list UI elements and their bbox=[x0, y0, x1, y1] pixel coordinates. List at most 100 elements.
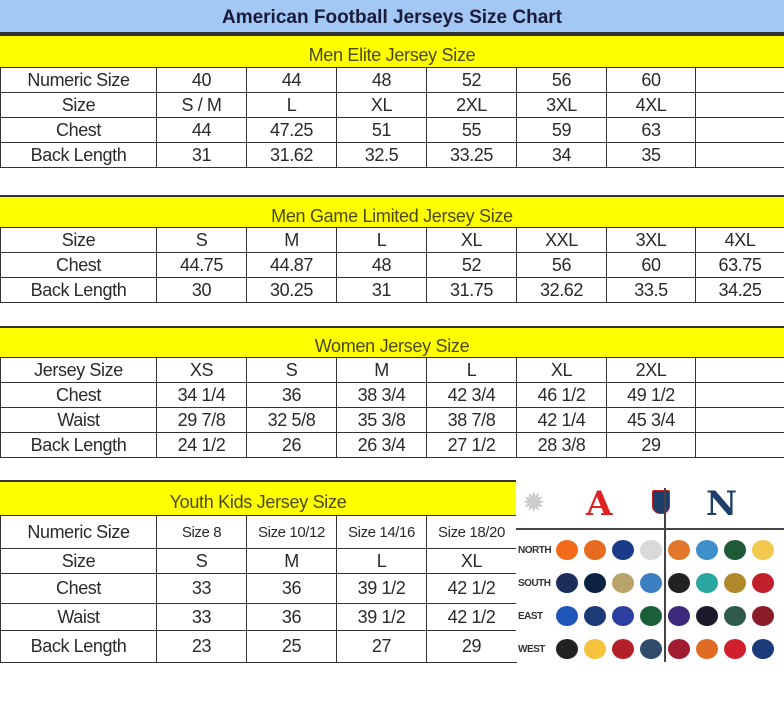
table-cell: 36 bbox=[246, 603, 337, 631]
division-label: SOUTH bbox=[518, 578, 551, 589]
nfc-team-logo-icon bbox=[696, 540, 718, 560]
table-cell bbox=[695, 67, 784, 93]
table-cell bbox=[695, 92, 784, 118]
table-cell: 34 1/4 bbox=[156, 382, 247, 408]
table-cell bbox=[695, 382, 784, 408]
table-cell: S bbox=[156, 227, 247, 253]
table-cell: 39 1/2 bbox=[336, 573, 427, 604]
table-row: Chest 34 1/4 36 38 3/4 42 3/4 46 1/2 49 1/2 bbox=[0, 382, 784, 408]
table-cell: 28 3/8 bbox=[516, 432, 607, 458]
table-cell: Size 10/12 bbox=[246, 515, 337, 549]
row-label: Size bbox=[0, 548, 157, 574]
table-cell: 44.75 bbox=[156, 252, 247, 278]
table-cell: 2XL bbox=[606, 357, 696, 383]
nfc-team-logo-icon bbox=[696, 639, 718, 659]
nfc-team-logo-icon bbox=[668, 606, 690, 626]
table-cell: 36 bbox=[246, 382, 337, 408]
section-heading: Women Jersey Size bbox=[0, 326, 784, 357]
table-cell: 34.25 bbox=[695, 277, 784, 303]
table-cell: 35 3/8 bbox=[336, 407, 427, 433]
table-row: Size S M L XL XXL 3XL 4XL bbox=[0, 227, 784, 253]
afc-team-logo-icon bbox=[584, 540, 606, 560]
nfc-team-logo-icon bbox=[752, 540, 774, 560]
table-cell: 32.5 bbox=[336, 142, 427, 168]
table-cell: 4XL bbox=[606, 92, 696, 118]
table-cell: 26 bbox=[246, 432, 337, 458]
table-cell bbox=[695, 432, 784, 458]
table-row: Waist 29 7/8 32 5/8 35 3/8 38 7/8 42 1/4 45 3/… bbox=[0, 407, 784, 433]
table-row: Back Length 23 25 27 29 bbox=[0, 630, 517, 663]
table-row: Back Length 30 30.25 31 31.75 32.62 33.5 34.25 bbox=[0, 277, 784, 303]
nfl-teams-graphic: ✹ A N NORTH SOUTH EAST WEST bbox=[516, 480, 784, 662]
table-cell: S bbox=[156, 548, 247, 574]
afc-team-logo-icon bbox=[556, 573, 578, 593]
row-label: Size bbox=[0, 92, 157, 118]
table-row: Size S / M L XL 2XL 3XL 4XL bbox=[0, 92, 784, 118]
division-label: WEST bbox=[518, 644, 545, 655]
table-cell: 26 3/4 bbox=[336, 432, 427, 458]
table-cell: XL bbox=[516, 357, 607, 383]
nfc-team-logo-icon bbox=[724, 606, 746, 626]
table-cell: 42 1/2 bbox=[426, 573, 517, 604]
star-icon: ✹ bbox=[522, 487, 546, 518]
table-cell: 60 bbox=[606, 252, 696, 278]
afc-team-logo-icon bbox=[556, 540, 578, 560]
section-heading: Men Elite Jersey Size bbox=[0, 34, 784, 67]
table-cell: 31 bbox=[156, 142, 247, 168]
afc-team-logo-icon bbox=[640, 540, 662, 560]
table-cell: 51 bbox=[336, 117, 427, 143]
table-cell: 49 1/2 bbox=[606, 382, 696, 408]
table-cell: M bbox=[246, 227, 337, 253]
nfl-shield-icon bbox=[652, 490, 670, 514]
row-label: Waist bbox=[0, 603, 157, 631]
table-row: Chest 44 47.25 51 55 59 63 bbox=[0, 117, 784, 143]
row-label: Chest bbox=[0, 573, 157, 604]
table-cell: Size 8 bbox=[156, 515, 247, 549]
table-cell: M bbox=[246, 548, 337, 574]
table-cell: 52 bbox=[426, 67, 517, 93]
conference-header: ✹ A N bbox=[516, 480, 784, 530]
table-cell: L bbox=[336, 548, 427, 574]
table-cell: 40 bbox=[156, 67, 247, 93]
nfc-team-logo-icon bbox=[752, 573, 774, 593]
table-row: Waist 33 36 39 1/2 42 1/2 bbox=[0, 603, 517, 631]
table-cell: XS bbox=[156, 357, 247, 383]
table-cell: 29 bbox=[426, 630, 517, 663]
table-cell bbox=[695, 142, 784, 168]
section-heading: Men Game Limited Jersey Size bbox=[0, 195, 784, 227]
afc-team-logo-icon bbox=[612, 573, 634, 593]
division-label: EAST bbox=[518, 611, 543, 622]
afc-team-logo-icon bbox=[612, 639, 634, 659]
table-cell: 3XL bbox=[606, 227, 696, 253]
table-cell: 27 bbox=[336, 630, 427, 663]
table-cell: 33.25 bbox=[426, 142, 517, 168]
table-cell: 38 3/4 bbox=[336, 382, 427, 408]
nfc-team-logo-icon bbox=[724, 573, 746, 593]
row-label: Numeric Size bbox=[0, 67, 157, 93]
table-cell: XXL bbox=[516, 227, 607, 253]
afc-team-logo-icon bbox=[640, 573, 662, 593]
table-cell: 47.25 bbox=[246, 117, 337, 143]
row-label: Chest bbox=[0, 252, 157, 278]
table-cell: XL bbox=[426, 548, 517, 574]
table-cell: 60 bbox=[606, 67, 696, 93]
table-cell bbox=[695, 117, 784, 143]
table-cell: XL bbox=[336, 92, 427, 118]
afc-team-logo-icon bbox=[584, 639, 606, 659]
table-cell: 63 bbox=[606, 117, 696, 143]
division-label: NORTH bbox=[518, 545, 552, 556]
table-cell: 44.87 bbox=[246, 252, 337, 278]
nfc-team-logo-icon bbox=[752, 606, 774, 626]
table-row: Back Length 31 31.62 32.5 33.25 34 35 bbox=[0, 142, 784, 168]
table-cell: 35 bbox=[606, 142, 696, 168]
table-cell: 52 bbox=[426, 252, 517, 278]
table-cell: 36 bbox=[246, 573, 337, 604]
table-cell: 42 1/2 bbox=[426, 603, 517, 631]
table-cell: 45 3/4 bbox=[606, 407, 696, 433]
table-cell: 33 bbox=[156, 573, 247, 604]
row-label: Jersey Size bbox=[0, 357, 157, 383]
section-heading: Youth Kids Jersey Size bbox=[0, 480, 516, 515]
table-row: Jersey Size XS S M L XL 2XL bbox=[0, 357, 784, 383]
afc-team-logo-icon bbox=[612, 606, 634, 626]
table-cell: 38 7/8 bbox=[426, 407, 517, 433]
